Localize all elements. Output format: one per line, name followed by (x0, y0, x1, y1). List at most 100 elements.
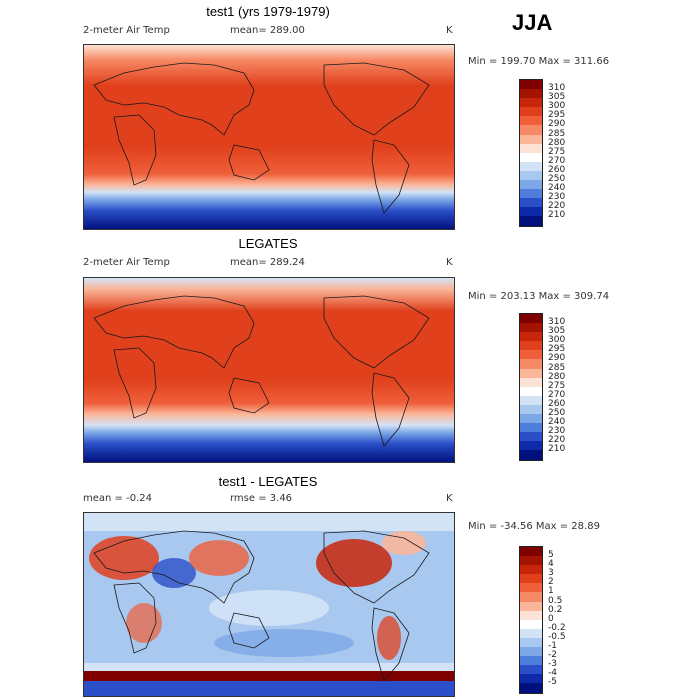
panel-1-minmax: Min = 199.70 Max = 311.66 (468, 56, 610, 67)
colorbar-tick-label: 305 (548, 92, 566, 103)
colorbar-tick-label: 3 (548, 568, 554, 579)
colorbar-swatch (520, 207, 542, 217)
colorbar-swatch (520, 180, 542, 190)
colorbar-tick-label: 275 (548, 380, 566, 391)
colorbar-swatch (520, 125, 542, 135)
colorbar-swatch (520, 152, 542, 162)
colorbar-swatch (520, 143, 542, 153)
panel-2-map (83, 277, 455, 463)
panel-3-colorbar (519, 546, 543, 694)
panel-3-rmse-label: rmse = 3.46 (230, 493, 293, 504)
panel-1-variable-label: 2-meter Air Temp (83, 25, 170, 36)
panel-2-map-canvas (84, 278, 454, 462)
season-label: JJA (512, 10, 553, 35)
colorbar-tick-label: -0.2 (548, 622, 566, 633)
colorbar-tick-label: 5 (548, 550, 554, 560)
colorbar-tick-label: 4 (548, 559, 554, 570)
colorbar-tick-label: 275 (548, 146, 566, 157)
colorbar-tick-label: 260 (548, 398, 566, 409)
colorbar-tick-label: 300 (548, 335, 566, 346)
colorbar-tick-label: 310 (548, 83, 566, 93)
colorbar-swatch (520, 547, 542, 557)
colorbar-tick-label: 305 (548, 326, 566, 337)
colorbar-swatch (520, 441, 542, 451)
colorbar-tick-label: 1 (548, 586, 554, 597)
panel-2-unit-label: K (446, 257, 453, 268)
colorbar-tick-label: 0 (548, 613, 554, 624)
colorbar-swatch (520, 647, 542, 657)
colorbar-swatch (520, 656, 542, 666)
colorbar-tick-label: 250 (548, 408, 566, 418)
colorbar-swatch (520, 341, 542, 351)
colorbar-tick-label: 290 (548, 353, 566, 364)
colorbar-tick-label: 285 (548, 128, 566, 139)
colorbar-tick-label: 240 (548, 183, 566, 194)
colorbar-tick-label: 280 (548, 137, 566, 148)
colorbar-tick-label: -3 (548, 659, 557, 670)
panel-1-unit-label: K (446, 25, 453, 36)
colorbar-swatch (520, 377, 542, 387)
panel-2-colorbar (519, 313, 543, 461)
colorbar-swatch (520, 216, 542, 226)
colorbar-swatch (520, 368, 542, 378)
colorbar-swatch (520, 98, 542, 108)
colorbar-tick-label: 300 (548, 101, 566, 112)
colorbar-swatch (520, 432, 542, 442)
colorbar-swatch (520, 665, 542, 675)
colorbar-swatch (520, 610, 542, 620)
panel-2-title: LEGATES (238, 236, 298, 251)
colorbar-swatch (520, 161, 542, 171)
colorbar-tick-label: 260 (548, 164, 566, 175)
panel-3-unit-label: K (446, 493, 453, 504)
panel-1-title: test1 (yrs 1979-1979) (206, 4, 330, 19)
colorbar-swatch (520, 414, 542, 424)
panel-3-minmax: Min = -34.56 Max = 28.89 (468, 521, 600, 532)
colorbar-swatch (520, 314, 542, 324)
colorbar-tick-label: 2 (548, 577, 554, 588)
panel-1-map-canvas (84, 45, 454, 229)
panel-2-variable-label: 2-meter Air Temp (83, 257, 170, 268)
colorbar-swatch (520, 637, 542, 648)
colorbar-tick-label: -1 (548, 641, 557, 651)
colorbar-swatch (520, 89, 542, 99)
colorbar-tick-label: 230 (548, 426, 566, 437)
colorbar-tick-label: 285 (548, 362, 566, 373)
colorbar-swatch (520, 386, 542, 396)
colorbar-swatch (520, 683, 542, 693)
colorbar-tick-label: 210 (548, 210, 566, 221)
colorbar-tick-label: 210 (548, 444, 566, 455)
colorbar-tick-label: 270 (548, 389, 566, 400)
panel-3-map (83, 512, 455, 697)
colorbar-swatch (520, 350, 542, 360)
colorbar-swatch (520, 359, 542, 369)
colorbar-tick-label: 230 (548, 192, 566, 203)
colorbar-swatch (520, 323, 542, 333)
colorbar-tick-label: 295 (548, 344, 566, 355)
colorbar-tick-label: 295 (548, 110, 566, 121)
colorbar-swatch (520, 395, 542, 405)
colorbar-swatch (520, 592, 542, 602)
colorbar-swatch (520, 574, 542, 584)
colorbar-tick-label: -5 (548, 677, 557, 688)
colorbar-tick-label: 220 (548, 201, 566, 212)
colorbar-swatch (520, 601, 542, 611)
colorbar-swatch (520, 332, 542, 342)
panel-3-title: test1 - LEGATES (218, 474, 318, 489)
colorbar-swatch (520, 674, 542, 684)
colorbar-swatch (520, 619, 542, 629)
panel-3-map-canvas (84, 513, 454, 696)
colorbar-swatch (520, 450, 542, 460)
colorbar-swatch (520, 583, 542, 593)
panel-3-mean-label: mean = -0.24 (83, 493, 152, 504)
panel-1-mean-label: mean= 289.00 (230, 25, 305, 36)
colorbar-swatch (520, 565, 542, 575)
panel-2-mean-label: mean= 289.24 (230, 257, 305, 268)
colorbar-swatch (520, 404, 542, 415)
colorbar-tick-label: 240 (548, 417, 566, 428)
colorbar-tick-label: -0.5 (548, 631, 566, 642)
colorbar-tick-label: 270 (548, 155, 566, 166)
colorbar-swatch (520, 116, 542, 126)
colorbar-swatch (520, 423, 542, 433)
colorbar-tick-label: 0.5 (548, 595, 563, 606)
colorbar-swatch (520, 198, 542, 208)
